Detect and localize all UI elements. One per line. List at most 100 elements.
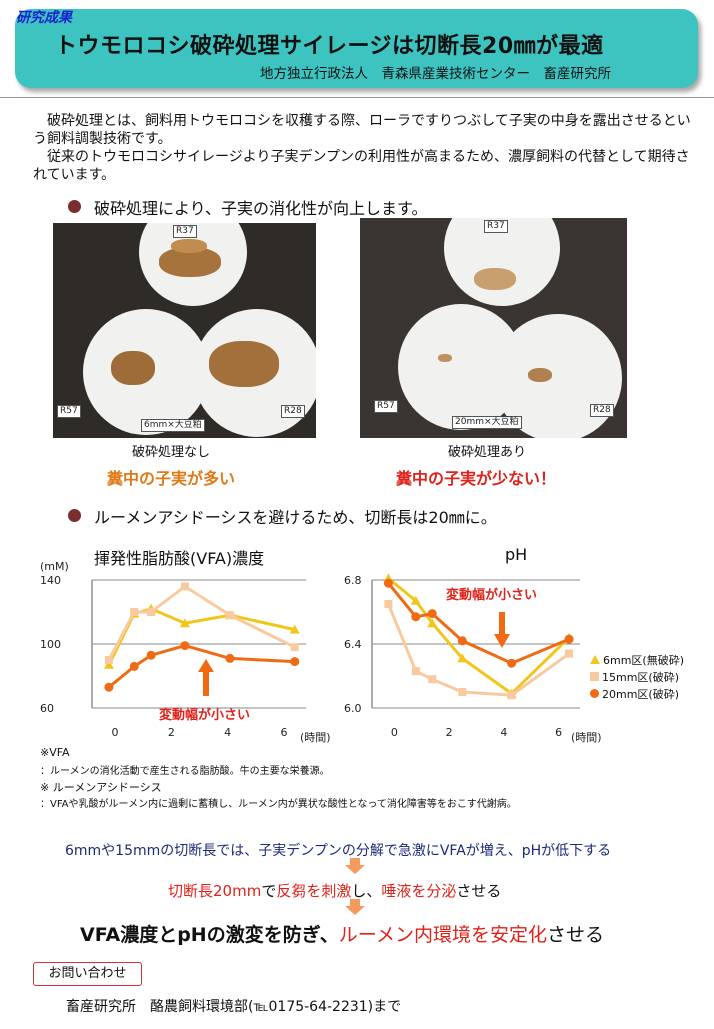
square-marker-icon — [590, 672, 599, 681]
circle-marker-icon — [590, 689, 599, 698]
data-point-square — [458, 688, 467, 696]
data-point-circle — [146, 650, 156, 660]
note-vfa-heading: ※VFA — [40, 746, 70, 759]
plate-label-right: R28 — [590, 404, 614, 417]
note-acidosis-text: ：VFAや乳酸がルーメン内に過剰に蓄積し、ルーメン内が異状な酸性となって消化障害… — [40, 799, 517, 810]
data-point-circle — [411, 612, 421, 622]
data-point-square — [290, 643, 299, 652]
data-point-circle — [427, 609, 437, 619]
x-tick-label: 4 — [500, 726, 507, 739]
data-point-square — [565, 649, 574, 658]
x-tick-label: 2 — [168, 726, 175, 739]
series-line — [107, 644, 295, 689]
data-point-square — [104, 656, 113, 664]
annotation-arrow-stem — [203, 670, 209, 696]
data-point-circle — [180, 641, 190, 651]
annotation-arrow-head — [198, 659, 214, 672]
data-point-circle — [564, 634, 574, 644]
y-tick-label: 6.0 — [344, 702, 362, 715]
divider — [0, 97, 714, 98]
data-point-triangle — [427, 618, 438, 628]
data-point-triangle — [289, 624, 300, 634]
page-title: トウモロコシ破砕処理サイレージは切断長20㎜が最適 — [55, 34, 604, 59]
legend-item-15mm: 15mm区(破砕) — [590, 669, 684, 686]
flow-arrow-2 — [345, 899, 365, 915]
y-tick-label: 60 — [40, 702, 54, 715]
triangle-marker-icon — [590, 655, 600, 664]
series-line — [387, 603, 570, 697]
x-tick-label: 6 — [555, 726, 562, 739]
series-line — [107, 584, 296, 661]
plate-label-center: 20mm×大豆粕 — [452, 416, 522, 429]
photo-no-crushing: R37 R57 R28 6mm×大豆粕 — [53, 223, 316, 438]
vfa-chart-title: 揮発性脂肪酸(VFA)濃度 — [94, 549, 265, 568]
vfa-y-unit: (mM) — [40, 560, 69, 573]
y-tick-label: 100 — [40, 638, 61, 651]
data-point-circle — [457, 636, 467, 646]
plate-label-top: R37 — [173, 225, 197, 238]
intro-paragraph-2: 従来のトウモロコシサイレージより子実デンプンの利用性が高まるため、濃厚飼料の代替… — [33, 149, 690, 183]
ph-chart-title: pH — [505, 545, 528, 564]
bullet-dot-icon — [68, 200, 81, 213]
data-point-square — [507, 691, 516, 700]
flow-result: VFA濃度とpHの激変を防ぎ、ルーメン内環境を安定化させる — [80, 924, 605, 946]
data-point-square — [411, 667, 420, 676]
x-tick-label: 0 — [391, 726, 398, 739]
plate-label-left: R57 — [374, 400, 398, 413]
contact-text: 畜産研究所 酪農飼料環境部(℡0175-64-2231)まで — [66, 999, 402, 1015]
plate-label-center: 6mm×大豆粕 — [141, 419, 205, 432]
annotation-arrow-stem — [499, 612, 505, 636]
note-vfa-text: ：ルーメンの消化活動で産生される脂肪酸。牛の主要な栄養源。 — [40, 766, 330, 777]
flow-step-2: 切断長20mmで反芻を刺激し、唾液を分泌させる — [168, 882, 502, 900]
y-tick-label: 6.8 — [344, 574, 362, 587]
bullet-digestibility: 破砕処理により、子実の消化性が向上します。 — [94, 199, 428, 218]
conclusion-many-kernels: 糞中の子実が多い — [107, 469, 236, 488]
note-acidosis-heading: ※ ルーメンアシドーシス — [40, 781, 162, 794]
data-point-circle — [225, 653, 235, 663]
conclusion-few-kernels: 糞中の子実が少ない！ — [396, 469, 557, 488]
data-point-square — [225, 611, 234, 620]
y-tick-label: 140 — [40, 574, 61, 587]
contact-label: お問い合わせ — [33, 962, 142, 986]
annotation-arrow-head — [494, 634, 510, 648]
vfa-x-unit: (時間) — [300, 731, 331, 744]
plate-label-left: R57 — [57, 405, 81, 418]
data-point-square — [130, 608, 139, 616]
legend: 6mm区(無破砕) 15mm区(破砕) 20mm区(破砕) — [590, 652, 684, 703]
title-banner — [15, 9, 698, 88]
x-tick-label: 6 — [280, 726, 287, 739]
series-line — [387, 582, 570, 665]
data-point-circle — [104, 682, 114, 692]
plate-label-top: R37 — [484, 220, 508, 233]
data-point-circle — [507, 658, 517, 668]
legend-item-6mm: 6mm区(無破砕) — [590, 652, 684, 669]
data-point-circle — [129, 661, 139, 671]
data-point-square — [180, 582, 189, 591]
data-point-square — [384, 600, 393, 608]
charts-canvas: 60 100 140 0 2 4 6 6.0 6.4 6.8 0 2 4 6 — [40, 573, 580, 739]
series-line — [387, 577, 571, 696]
flow-arrow-1 — [345, 858, 365, 874]
data-point-square — [147, 608, 156, 616]
y-tick-label: 6.4 — [344, 638, 362, 651]
ph-annotation: 変動幅が小さい — [446, 588, 538, 603]
caption-no-crushing: 破砕処理なし — [132, 445, 211, 460]
data-point-triangle — [103, 659, 114, 669]
data-point-circle — [290, 657, 300, 667]
x-tick-label: 0 — [112, 726, 119, 739]
vfa-annotation: 変動幅が小さい — [159, 708, 251, 723]
organization-name: 地方独立行政法人 青森県産業技術センター 畜産研究所 — [260, 66, 611, 82]
data-point-circle — [383, 578, 393, 588]
data-point-square — [428, 675, 437, 684]
data-point-triangle — [410, 595, 421, 605]
x-tick-label: 2 — [446, 726, 453, 739]
data-point-triangle — [457, 653, 468, 663]
ph-x-unit: (時間) — [571, 731, 602, 744]
photo-crushing: R37 R57 R28 20mm×大豆粕 — [360, 218, 627, 438]
research-badge: 研究成果 — [16, 10, 72, 26]
bullet-dot-icon — [68, 509, 81, 522]
intro-paragraph-1: 破砕処理とは、飼料用トウモロコシを収穫する際、ローラですりつぶして子実の中身を露… — [33, 113, 691, 147]
bullet-cut-length: ルーメンアシドーシスを避けるため、切断長は20㎜に。 — [94, 508, 497, 527]
caption-crushing: 破砕処理あり — [448, 445, 527, 460]
legend-item-20mm: 20mm区(破砕) — [590, 686, 684, 703]
